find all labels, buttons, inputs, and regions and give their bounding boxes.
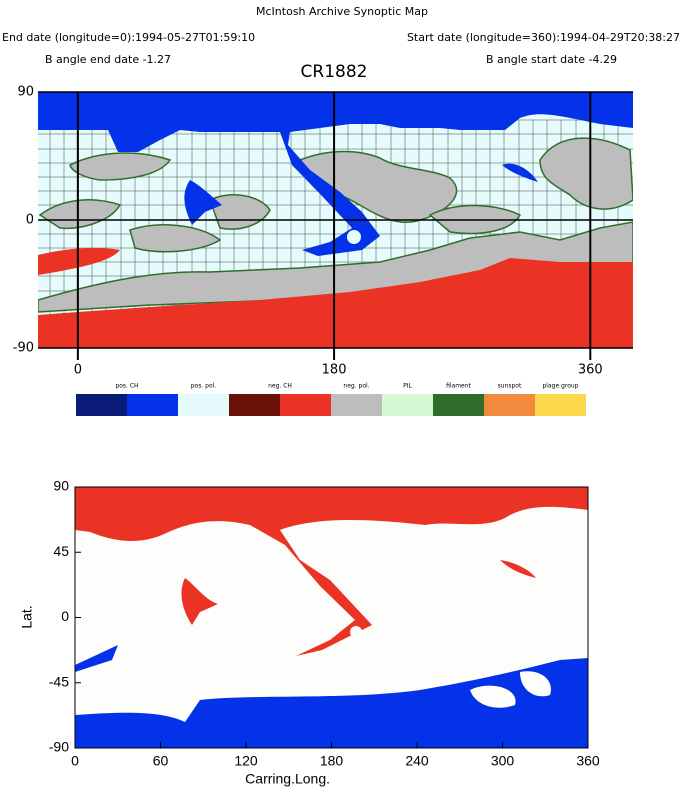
legend-swatch xyxy=(76,394,127,416)
x-tick-label: 240 xyxy=(405,753,429,769)
legend-swatch xyxy=(127,394,178,416)
y-axis-label: Lat. xyxy=(19,605,35,628)
legend-swatch xyxy=(382,394,433,416)
legend-label: pos. CH xyxy=(115,383,138,390)
x-tick-label: 60 xyxy=(153,753,169,769)
start-date: Start date (longitude=360):1994-04-29T20… xyxy=(407,31,680,44)
y-tick-label: -90 xyxy=(13,341,34,356)
legend-label: neg. CH xyxy=(268,383,292,390)
legend-swatch xyxy=(331,394,382,416)
x-tick-label: 120 xyxy=(234,753,258,769)
top-map xyxy=(38,92,633,348)
y-tick-label: -45 xyxy=(49,673,69,689)
y-tick-label: 0 xyxy=(26,213,34,228)
bottom-map xyxy=(75,487,588,748)
legend-label: pos. pol. xyxy=(191,383,217,390)
legend: pos. CH pos. pol. neg. CH neg. pol. PIL filam… xyxy=(76,383,586,416)
x-tick-label: 180 xyxy=(320,753,344,769)
legend-label: sunspot xyxy=(498,383,522,390)
legend-swatch xyxy=(484,394,535,416)
y-tick-label: 0 xyxy=(61,608,69,624)
legend-label: plage group xyxy=(543,383,579,390)
legend-swatch xyxy=(229,394,280,416)
legend-swatch xyxy=(535,394,586,416)
legend-swatch xyxy=(280,394,331,416)
x-tick-label: 300 xyxy=(491,753,515,769)
end-date: End date (longitude=0):1994-05-27T01:59:… xyxy=(2,31,255,44)
x-axis-label: Carring.Long. xyxy=(245,771,330,787)
legend-swatch xyxy=(433,394,484,416)
x-tick-label: 0 xyxy=(74,363,82,378)
y-tick-label: -90 xyxy=(49,739,69,755)
bottom-axes: 0 60 120 180 240 300 360 -90 -45 0 45 90 xyxy=(49,478,600,769)
map-title: CR1882 xyxy=(301,62,368,82)
x-tick-label: 360 xyxy=(578,363,603,378)
legend-swatch xyxy=(178,394,229,416)
legend-label: filament xyxy=(446,383,471,390)
x-tick-label: 180 xyxy=(322,363,347,378)
legend-label: neg. pol. xyxy=(343,383,369,390)
legend-label: PIL xyxy=(403,383,412,390)
y-tick-label: 90 xyxy=(53,478,69,494)
x-tick-label: 0 xyxy=(71,753,79,769)
b-angle-end: B angle end date -1.27 xyxy=(45,53,171,66)
x-tick-label: 360 xyxy=(576,753,600,769)
b-angle-start: B angle start date -4.29 xyxy=(486,53,617,66)
title: McIntosh Archive Synoptic Map xyxy=(256,5,428,18)
top-axes: 0 180 360 90 0 -90 xyxy=(13,85,633,378)
y-tick-label: 45 xyxy=(53,543,69,559)
y-tick-label: 90 xyxy=(17,85,34,100)
